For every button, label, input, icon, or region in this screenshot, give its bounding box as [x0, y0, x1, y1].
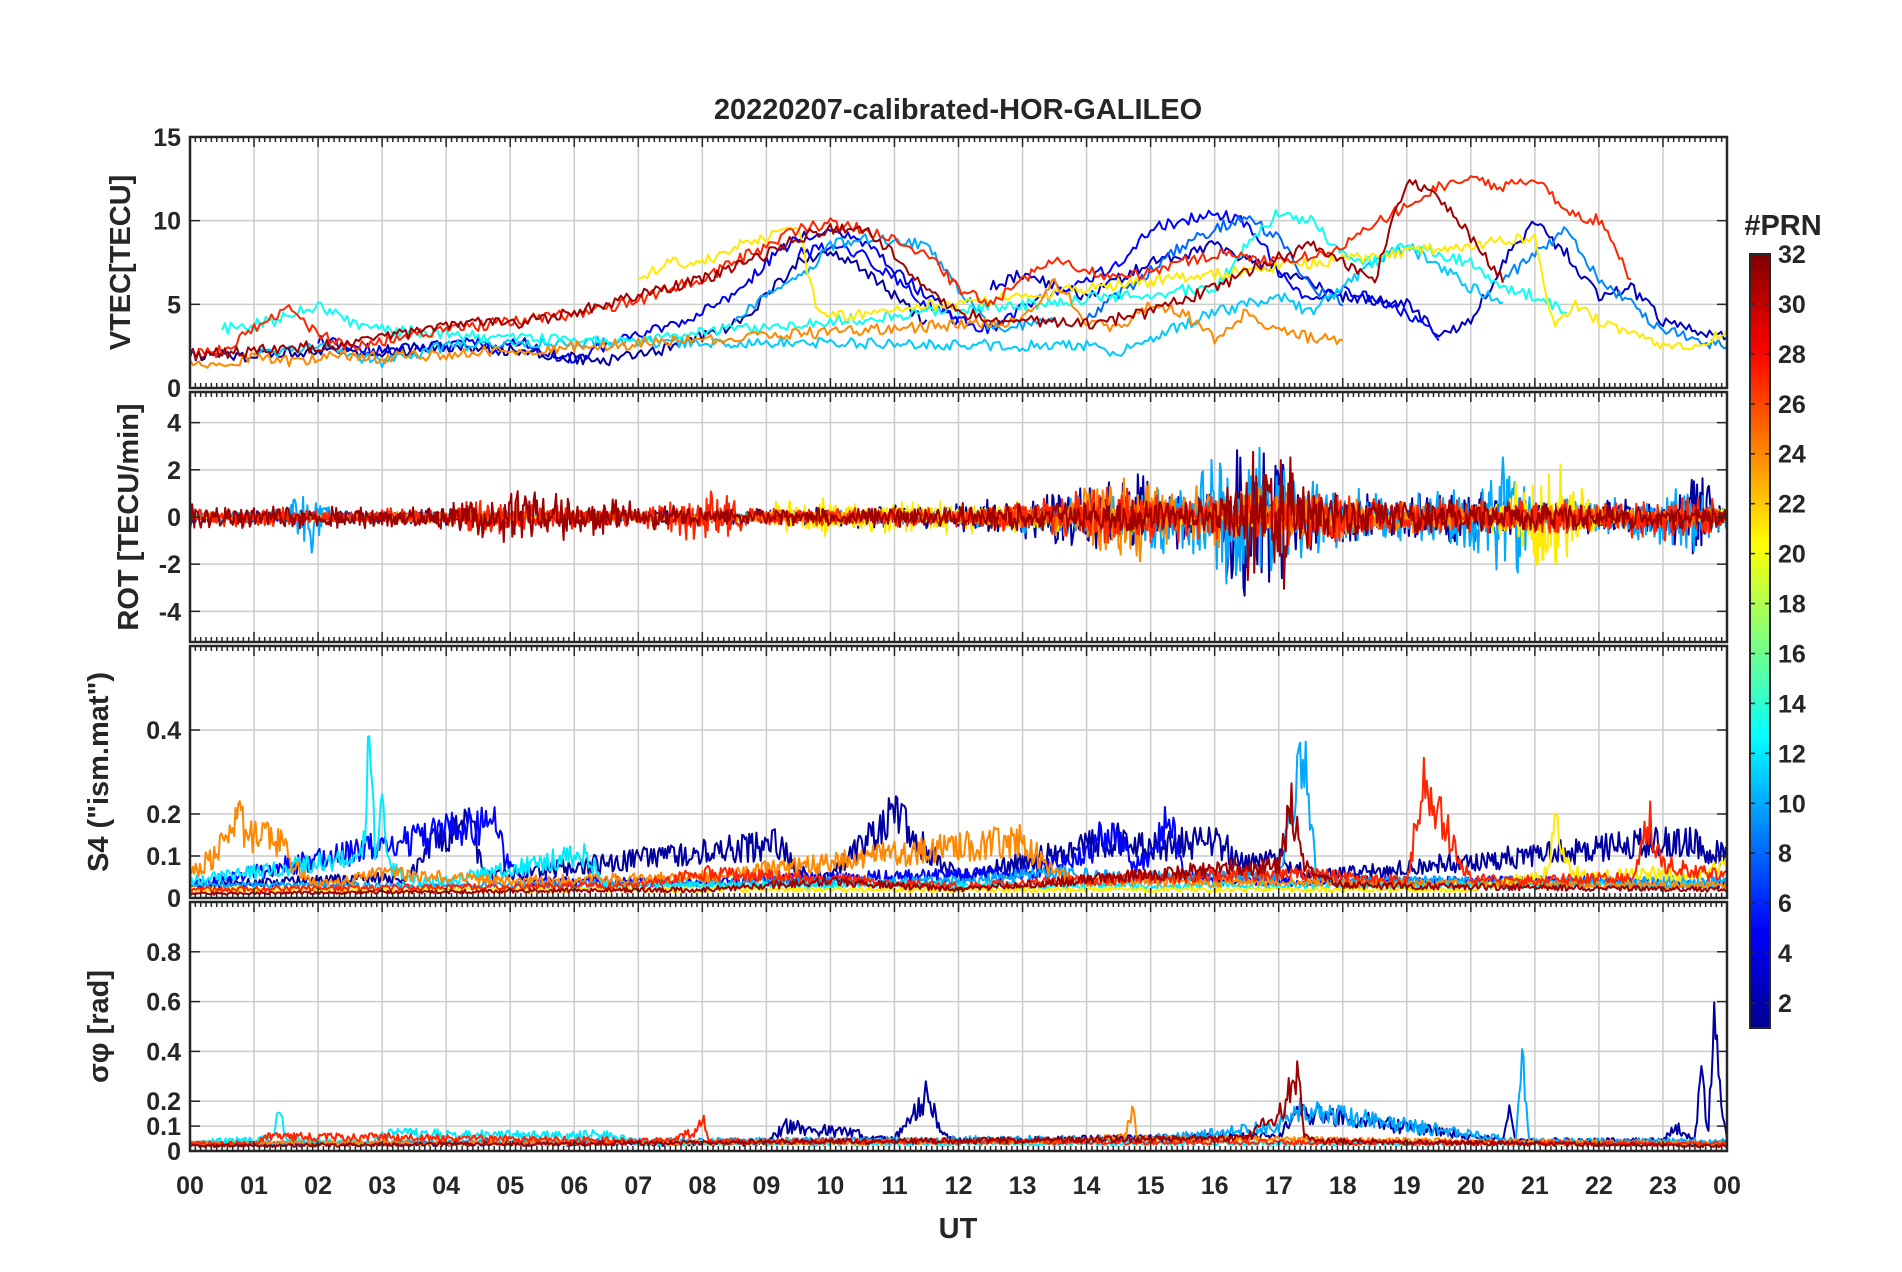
x-tick-label: 10 [817, 1172, 845, 1200]
y-tick-label: 10 [153, 208, 181, 236]
x-axis-label: UT [939, 1213, 978, 1245]
x-tick-label: 23 [1649, 1172, 1677, 1200]
y-tick-label: 0 [167, 504, 181, 532]
y-tick-label: 0 [167, 375, 181, 403]
x-tick-label: 21 [1521, 1172, 1549, 1200]
panel-sigma-phi: 00.10.2 0.4 0.6 0.8 σφ [rad] [83, 900, 1729, 1166]
colorbar-gradient [1749, 253, 1771, 1029]
y-tick-label: 0.4 [146, 717, 181, 745]
x-tick-label: 08 [688, 1172, 716, 1200]
axes-box [188, 900, 1729, 1153]
x-tick-label: 04 [432, 1172, 460, 1200]
x-tick-label: 16 [1201, 1172, 1229, 1200]
colorbar-tick-label: 18 [1778, 591, 1806, 619]
y-axis-label-vtec: VTEC[TECU] [105, 175, 137, 351]
colorbar-tick-label: 32 [1778, 241, 1806, 269]
y-tick-label: 0 [167, 885, 181, 913]
colorbar-tick-label: 2 [1778, 990, 1792, 1018]
y-tick-label: 0.2 [146, 1088, 181, 1116]
x-tick-label: 09 [752, 1172, 780, 1200]
x-tick-label: 20 [1457, 1172, 1485, 1200]
series-line-prn-31 [190, 450, 1727, 590]
x-tick-label: 00 [176, 1172, 204, 1200]
colorbar-title: #PRN [1744, 210, 1821, 242]
x-tick-label: 06 [560, 1172, 588, 1200]
colorbar-tick-label: 4 [1778, 940, 1792, 968]
x-tick-labels: 00 01 02 03 04 05 06 07 08 09 10 11 12 13 14 15 16 17 18 19… [176, 1172, 1741, 1200]
axes-box [188, 135, 1729, 390]
colorbar-tick-label: 14 [1778, 690, 1806, 718]
y-tick-label: 0.8 [146, 939, 181, 967]
axes-box [188, 390, 1729, 644]
colorbar-tick-label: 8 [1778, 840, 1792, 868]
x-tick-label: 19 [1393, 1172, 1421, 1200]
x-tick-label: 17 [1265, 1172, 1293, 1200]
grid [190, 646, 1727, 898]
series-group [190, 446, 1727, 597]
y-axis-label-s4: S4 ("ism.mat") [83, 672, 115, 872]
series-line-prn-21 [638, 226, 1727, 351]
colorbar-tick-label: 28 [1778, 341, 1806, 369]
colorbar-tick-label: 26 [1778, 391, 1806, 419]
colorbar-tick-label: 16 [1778, 640, 1806, 668]
colorbar-tick-label: 10 [1778, 790, 1806, 818]
y-axis-label-sigma_phi: σφ [rad] [83, 970, 115, 1083]
chart-title: 20220207-calibrated-HOR-GALILEO [714, 94, 1202, 126]
x-tick-label: 11 [881, 1172, 908, 1200]
series-line-prn-9 [1502, 226, 1727, 350]
series-line-prn-4 [317, 228, 960, 364]
series-line-prn-5 [190, 806, 1727, 890]
x-tick-label: 15 [1137, 1172, 1165, 1200]
y-tick-label: 0.2 [146, 801, 181, 829]
series-line-prn-24 [190, 800, 1727, 890]
colorbar-tick-label: 12 [1778, 740, 1806, 768]
y-tick-label: 0.4 [146, 1038, 181, 1066]
x-tick-label: 05 [496, 1172, 524, 1200]
x-tick-label: 22 [1585, 1172, 1613, 1200]
colorbar-tick-label: 30 [1778, 291, 1806, 319]
y-axis-label-rot: ROT [TECU/min] [113, 403, 145, 630]
colorbar-tick-label: 20 [1778, 541, 1806, 569]
y-tick-label: 15 [153, 124, 181, 152]
series-line-prn-8 [1085, 215, 1344, 320]
y-tick-label: 0 [167, 1138, 181, 1166]
y-tick-label: -2 [159, 551, 181, 579]
series-line-prn-31 [190, 178, 1504, 360]
panel-s4: 0 0.1 0.2 0.4 S4 ("ism.mat") [83, 644, 1729, 913]
panel-rot: -4 -2 0 2 4 ROT [TECU/min] [113, 390, 1729, 644]
series-line-prn-3 [989, 220, 1727, 341]
x-tick-label: 00 [1713, 1172, 1741, 1200]
y-tick-label: 0.1 [146, 1113, 181, 1141]
series-group [190, 175, 1727, 369]
x-tick-label: 01 [240, 1172, 268, 1200]
panel-vtec: 0 5 10 15 VTEC[TECU] [105, 124, 1729, 403]
x-tick-label: 02 [304, 1172, 332, 1200]
y-tick-label: 4 [167, 410, 181, 438]
series-line-prn-27 [190, 175, 1632, 360]
colorbar-tick-label: 22 [1778, 491, 1806, 519]
y-tick-label: 5 [167, 291, 181, 319]
colorbar-tick-label: 24 [1778, 441, 1806, 469]
x-tick-label: 07 [624, 1172, 652, 1200]
x-tick-label: 03 [368, 1172, 396, 1200]
y-tick-label: -4 [159, 598, 181, 626]
x-tick-label: 12 [945, 1172, 973, 1200]
x-tick-label: 14 [1073, 1172, 1101, 1200]
y-tick-label: 2 [167, 457, 181, 485]
axes-box [188, 644, 1729, 900]
series-line-prn-10 [733, 233, 1056, 333]
y-tick-label: 0.6 [146, 989, 181, 1017]
colorbar-tick-label: 6 [1778, 890, 1792, 918]
grid [190, 902, 1727, 1151]
x-tick-label: 18 [1329, 1172, 1357, 1200]
series-line-prn-5 [797, 209, 1440, 342]
y-tick-label: 0.1 [146, 843, 181, 871]
x-tick-label: 13 [1009, 1172, 1037, 1200]
series-line-prn-11 [253, 243, 1504, 369]
